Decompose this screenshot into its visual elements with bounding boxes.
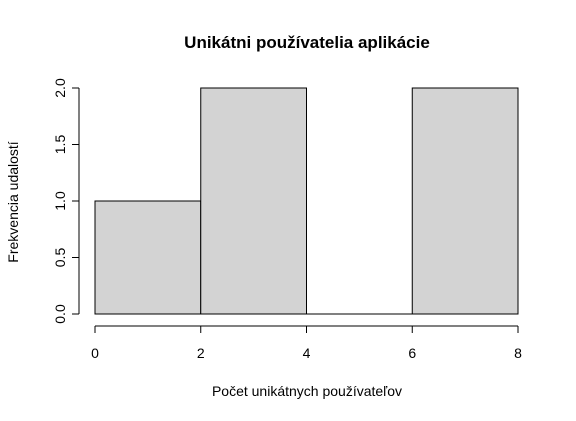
y-axis: 0.0 0.5 1.0 1.5 2.0 <box>52 78 80 324</box>
y-axis-label: Frekvencia udalostí <box>5 141 21 263</box>
histogram-bar-3 <box>411 87 519 315</box>
x-axis: 0 2 4 6 8 <box>91 325 522 361</box>
y-tick-label-4: 2.0 <box>52 78 68 98</box>
histogram-bar-0 <box>94 200 202 315</box>
bars-group <box>94 87 519 315</box>
histogram-bar-1 <box>200 87 307 315</box>
x-tick-label-0: 0 <box>91 345 99 361</box>
chart-title: Unikátni používatelia aplikácie <box>184 33 430 52</box>
y-tick-label-2: 1.0 <box>52 191 68 211</box>
x-tick-label-4: 8 <box>514 345 522 361</box>
y-tick-label-0: 0.0 <box>52 304 68 324</box>
y-tick-label-3: 1.5 <box>52 135 68 155</box>
x-tick-label-2: 4 <box>303 345 311 361</box>
x-axis-label: Počet unikátnych používateľov <box>212 383 402 399</box>
y-tick-label-1: 0.5 <box>52 248 68 268</box>
x-tick-label-3: 6 <box>408 345 416 361</box>
x-tick-label-1: 2 <box>197 345 205 361</box>
